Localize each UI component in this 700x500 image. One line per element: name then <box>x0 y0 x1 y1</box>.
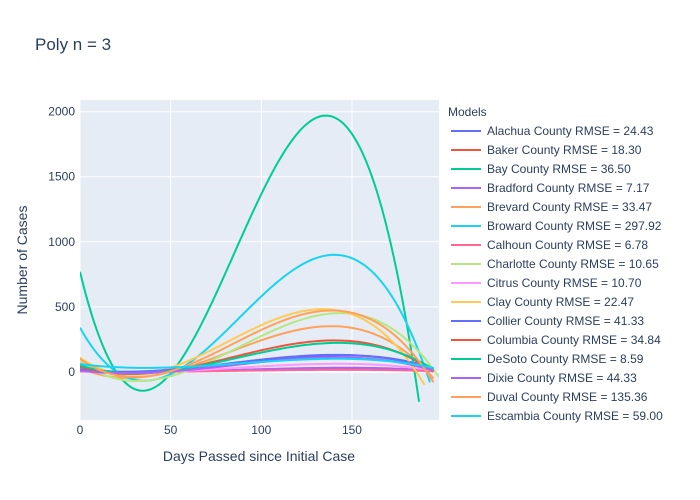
series-lines <box>80 114 439 402</box>
legend-item[interactable]: DeSoto County RMSE = 8.59 <box>451 352 644 366</box>
legend-label: DeSoto County RMSE = 8.59 <box>487 352 644 366</box>
y-tick-label: 1000 <box>48 235 75 249</box>
legend-item[interactable]: Brevard County RMSE = 33.47 <box>451 200 652 214</box>
series-line-10 <box>80 353 434 373</box>
y-tick-label: 1500 <box>48 170 75 184</box>
legend[interactable]: Alachua County RMSE = 24.43 Baker County … <box>451 124 663 423</box>
legend-item[interactable]: Bay County RMSE = 36.50 <box>451 162 631 176</box>
legend-item[interactable]: Charlotte County RMSE = 10.65 <box>451 257 659 271</box>
legend-item[interactable]: Calhoun County RMSE = 6.78 <box>451 238 648 252</box>
x-tick-labels: 0 50 100 150 <box>77 423 363 437</box>
y-tick-labels: 0 500 1000 1500 2000 <box>48 105 75 379</box>
legend-item[interactable]: Duval County RMSE = 135.36 <box>451 390 648 404</box>
legend-label: Broward County RMSE = 297.92 <box>487 219 662 233</box>
legend-item[interactable]: Baker County RMSE = 18.30 <box>451 143 642 157</box>
legend-item[interactable]: Columbia County RMSE = 34.84 <box>451 333 661 347</box>
y-tick-label: 0 <box>68 365 75 379</box>
series-line-2 <box>80 114 421 402</box>
legend-label: Dixie County RMSE = 44.33 <box>487 371 637 385</box>
x-tick-label: 150 <box>342 423 362 437</box>
x-axis-label: Days Passed since Initial Case <box>163 448 355 464</box>
legend-item[interactable]: Escambia County RMSE = 59.00 <box>451 409 663 423</box>
legend-item[interactable]: Dixie County RMSE = 44.33 <box>451 371 637 385</box>
legend-item[interactable]: Clay County RMSE = 22.47 <box>451 295 634 309</box>
legend-item[interactable]: Broward County RMSE = 297.92 <box>451 219 662 233</box>
y-tick-label: 2000 <box>48 105 75 119</box>
legend-item[interactable]: Citrus County RMSE = 10.70 <box>451 276 642 290</box>
legend-label: Calhoun County RMSE = 6.78 <box>487 238 648 252</box>
series-line-14 <box>80 309 435 383</box>
series-line-7 <box>80 312 439 383</box>
legend-title: Models <box>448 105 487 119</box>
legend-label: Collier County RMSE = 41.33 <box>487 314 644 328</box>
y-axis-label: Number of Cases <box>14 206 30 315</box>
x-tick-label: 0 <box>77 423 84 437</box>
series-line-15 <box>80 357 434 369</box>
y-tick-label: 500 <box>55 300 75 314</box>
legend-label: Bay County RMSE = 36.50 <box>487 162 631 176</box>
legend-label: Alachua County RMSE = 24.43 <box>487 124 654 138</box>
x-tick-label: 50 <box>164 423 178 437</box>
legend-label: Clay County RMSE = 22.47 <box>487 295 634 309</box>
legend-label: Columbia County RMSE = 34.84 <box>487 333 661 347</box>
legend-label: Duval County RMSE = 135.36 <box>487 390 648 404</box>
legend-item[interactable]: Collier County RMSE = 41.33 <box>451 314 644 328</box>
legend-label: Bradford County RMSE = 7.17 <box>487 181 650 195</box>
legend-label: Baker County RMSE = 18.30 <box>487 143 642 157</box>
legend-label: Brevard County RMSE = 33.47 <box>487 200 652 214</box>
legend-label: Charlotte County RMSE = 10.65 <box>487 257 659 271</box>
legend-item[interactable]: Bradford County RMSE = 7.17 <box>451 181 650 195</box>
legend-item[interactable]: Alachua County RMSE = 24.43 <box>451 124 654 138</box>
grid <box>79 100 439 420</box>
legend-label: Citrus County RMSE = 10.70 <box>487 276 642 290</box>
x-tick-label: 100 <box>251 423 271 437</box>
chart-title: Poly n = 3 <box>35 35 111 54</box>
legend-label: Escambia County RMSE = 59.00 <box>487 409 663 423</box>
